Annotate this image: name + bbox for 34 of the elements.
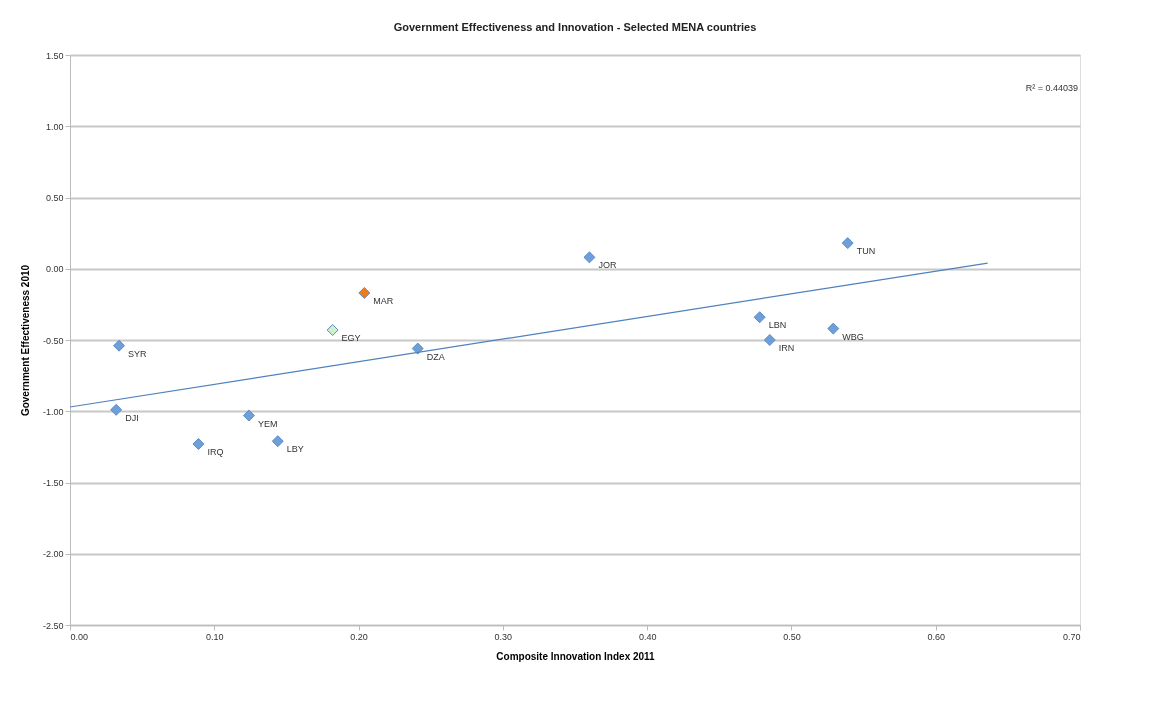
annotation: R² = 0.44039 (1025, 82, 1078, 93)
y-tick-label: -0.50 (42, 335, 64, 346)
chart-title: Government Effectiveness and Innovation - Selected MENA countries (393, 21, 757, 33)
annotation: WBG (842, 331, 864, 342)
y-tick-label: 0.00 (45, 264, 64, 275)
y-axis-title: Government Effectiveness 2010 (19, 264, 31, 417)
x-tick-label: 0.30 (494, 631, 513, 642)
annotation: DZA (426, 351, 445, 362)
annotation: LBY (286, 444, 304, 455)
x-tick-label: 0.50 (783, 631, 801, 642)
y-tick-label: -2.50 (42, 620, 64, 631)
annotation: TUN (856, 246, 876, 257)
x-tick-label: 0.20 (350, 631, 368, 642)
x-tick-label: 0.70 (1062, 631, 1081, 642)
annotation: MAR (373, 295, 394, 306)
annotation: JOR (598, 260, 617, 271)
annotation: IRQ (207, 447, 224, 458)
y-tick-label: 0.50 (45, 193, 64, 203)
x-axis-title: Composite Innovation Index 2011 (496, 650, 656, 662)
annotation: EGY (341, 333, 361, 344)
y-tick-label: -2.00 (42, 549, 64, 560)
annotation: YEM (257, 418, 278, 429)
annotation: DJI (125, 412, 139, 423)
annotation: IRN (778, 343, 795, 353)
y-tick-label: 1.50 (45, 50, 64, 61)
y-tick-label: -1.50 (42, 478, 64, 488)
x-tick-label: 0.40 (638, 631, 657, 642)
x-tick-label: 0.10 (206, 631, 224, 642)
annotation: LBN (768, 320, 787, 331)
x-tick-label: 0.00 (70, 631, 89, 642)
annotation: SYR (128, 348, 148, 359)
y-tick-label: -1.00 (42, 406, 64, 417)
x-tick-label: 0.60 (927, 631, 945, 642)
y-tick-label: 1.00 (45, 121, 64, 132)
